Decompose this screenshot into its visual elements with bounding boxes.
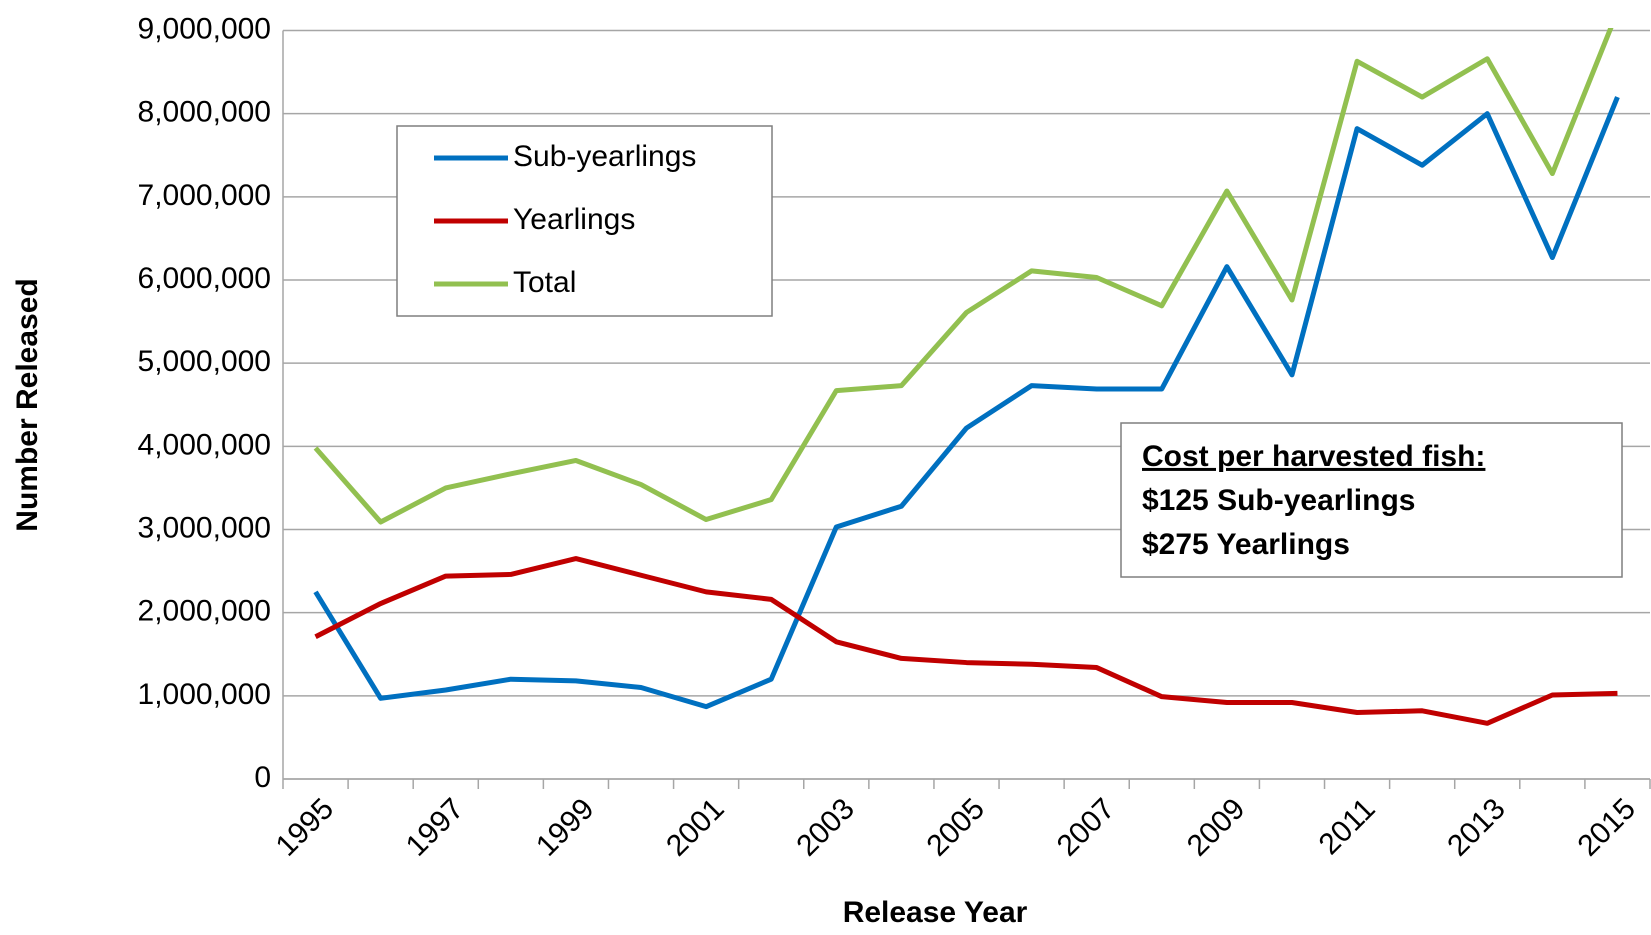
legend-label: Total (513, 266, 576, 299)
x-tick-label: 2003 (790, 792, 861, 863)
series-line (313, 28, 1614, 525)
x-tick-label: 1995 (270, 792, 341, 863)
y-tick-label: 7,000,000 (138, 179, 271, 212)
y-tick-label: 0 (254, 761, 271, 794)
x-tick-label: 2001 (660, 792, 731, 863)
x-tick-label: 2013 (1441, 792, 1512, 863)
x-tick-label: 1999 (530, 792, 601, 863)
y-tick-label: 3,000,000 (138, 511, 271, 544)
y-tick-label: 8,000,000 (138, 96, 271, 129)
y-tick-label: 6,000,000 (138, 262, 271, 295)
annotation-text: Cost per harvested fish: (1142, 440, 1485, 473)
y-axis-title: Number Released (11, 278, 44, 531)
legend-label: Yearlings (513, 203, 635, 236)
x-tick-label: 2007 (1051, 792, 1122, 863)
y-tick-label: 4,000,000 (138, 428, 271, 461)
x-axis-title: Release Year (843, 896, 1028, 929)
series-line (314, 556, 1618, 726)
x-tick-label: 1997 (400, 792, 471, 863)
y-tick-label: 1,000,000 (138, 678, 271, 711)
x-tick-label: 2005 (921, 792, 992, 863)
x-tick-label: 2011 (1313, 792, 1382, 861)
series-line (313, 96, 1620, 710)
plot-lines (313, 28, 1620, 726)
y-tick-label: 2,000,000 (138, 595, 271, 628)
x-tick-label: 2009 (1181, 792, 1252, 863)
y-tick-label: 5,000,000 (138, 345, 271, 378)
x-tick-label: 2015 (1571, 792, 1642, 863)
annotation-text: $125 Sub-yearlings (1142, 484, 1415, 517)
y-tick-label: 9,000,000 (138, 12, 271, 45)
annotation-text: $275 Yearlings (1142, 528, 1350, 561)
annotation-box (1120, 422, 1623, 578)
legend-label: Sub-yearlings (513, 140, 696, 173)
